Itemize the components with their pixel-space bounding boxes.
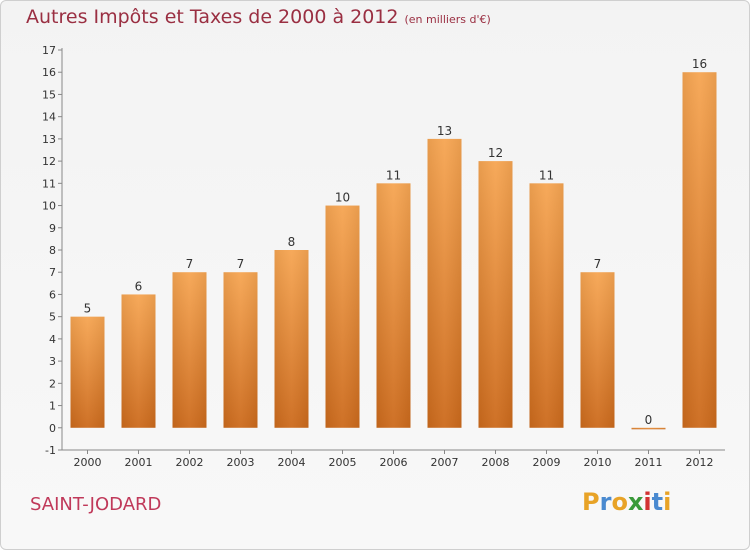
bar-shade-2003 xyxy=(223,272,258,428)
data-label-2000: 5 xyxy=(84,302,92,316)
data-label-2012: 16 xyxy=(692,57,707,71)
data-label-2008: 12 xyxy=(488,146,503,160)
data-label-2001: 6 xyxy=(135,279,143,293)
chart-bars xyxy=(70,72,717,430)
x-tick-label-2008: 2008 xyxy=(482,456,510,469)
data-label-2002: 7 xyxy=(186,257,194,271)
logo-letter: i xyxy=(663,488,672,516)
bar-shade-2006 xyxy=(376,183,411,428)
x-tick-label-2011: 2011 xyxy=(635,456,663,469)
bar-shade-2005 xyxy=(325,205,360,428)
x-tick-label-2009: 2009 xyxy=(533,456,561,469)
proxiti-logo: Proxiti xyxy=(582,488,671,516)
x-tick-label-2006: 2006 xyxy=(380,456,408,469)
x-tick-label-2003: 2003 xyxy=(227,456,255,469)
y-tick-label: 10 xyxy=(42,200,56,213)
y-tick-label: 15 xyxy=(42,88,56,101)
x-tick-label-2010: 2010 xyxy=(584,456,612,469)
logo-letter: i xyxy=(643,488,652,516)
y-tick-label: 3 xyxy=(49,355,56,368)
bar-shade-2009 xyxy=(529,183,564,428)
y-tick-label: 11 xyxy=(42,177,56,190)
y-tick-label: 17 xyxy=(42,44,56,57)
bar-shade-2002 xyxy=(172,272,207,428)
data-label-2004: 8 xyxy=(288,235,296,249)
x-tick-label-2004: 2004 xyxy=(278,456,306,469)
bar-shade-2010 xyxy=(580,272,615,428)
y-tick-label: 7 xyxy=(49,266,56,279)
chart-title-text: Autres Impôts et Taxes de 2000 à 2012 xyxy=(26,6,399,28)
data-label-2011: 0 xyxy=(645,413,653,427)
y-tick-label: 6 xyxy=(49,288,56,301)
data-label-2006: 11 xyxy=(386,168,401,182)
data-label-2005: 10 xyxy=(335,191,350,205)
logo-letter: P xyxy=(582,488,600,516)
bar-shade-2000 xyxy=(70,316,105,428)
logo-letter: t xyxy=(651,488,664,516)
bar-shade-2012 xyxy=(682,72,717,428)
y-tick-label: 2 xyxy=(49,377,56,390)
data-label-2009: 11 xyxy=(539,168,554,182)
y-tick-label: 8 xyxy=(49,244,56,257)
y-tick-label: 9 xyxy=(49,222,56,235)
x-tick-label-2001: 2001 xyxy=(125,456,153,469)
chart-data-labels: 5 6 7 7 8 10 11 13 12 11 7 0 16 xyxy=(84,57,707,427)
x-tick-label-2002: 2002 xyxy=(176,456,204,469)
y-tick-label: 4 xyxy=(49,333,56,346)
chart-title: Autres Impôts et Taxes de 2000 à 2012 (en… xyxy=(26,6,491,28)
y-tick-label: 1 xyxy=(49,400,56,413)
y-tick-label: 13 xyxy=(42,133,56,146)
bar-shade-2001 xyxy=(121,294,156,428)
x-tick-label-2005: 2005 xyxy=(329,456,357,469)
x-tick-label-2000: 2000 xyxy=(74,456,102,469)
x-tick-label-2007: 2007 xyxy=(431,456,459,469)
y-tick-label: 14 xyxy=(42,111,56,124)
data-label-2003: 7 xyxy=(237,257,245,271)
bar-shade-2011 xyxy=(631,427,666,430)
logo-letter: x xyxy=(627,488,644,516)
bar-shade-2007 xyxy=(427,138,462,428)
city-name: SAINT-JODARD xyxy=(30,494,162,515)
data-label-2010: 7 xyxy=(594,257,602,271)
y-tick-label: 12 xyxy=(42,155,56,168)
bar-shade-2004 xyxy=(274,250,309,428)
bar-shade-2008 xyxy=(478,161,513,428)
y-tick-label: 5 xyxy=(49,311,56,324)
y-tick-label: -1 xyxy=(45,444,56,457)
data-label-2007: 13 xyxy=(437,124,452,138)
y-tick-label: 16 xyxy=(42,66,56,79)
x-tick-label-2012: 2012 xyxy=(686,456,714,469)
logo-letter: o xyxy=(611,488,628,516)
logo-letter: r xyxy=(599,488,612,516)
chart-subtitle: (en milliers d'€) xyxy=(404,13,491,26)
y-tick-label: 0 xyxy=(49,422,56,435)
